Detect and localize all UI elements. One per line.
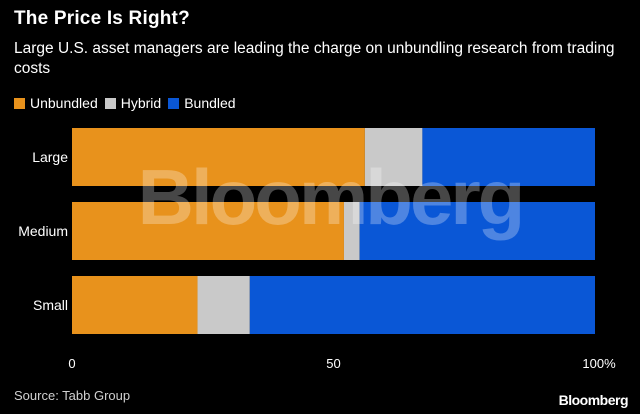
bar-large-unbundled <box>72 128 365 186</box>
bar-small-bundled <box>249 276 595 334</box>
bar-medium-bundled <box>359 202 595 260</box>
chart-subtitle: Large U.S. asset managers are leading th… <box>14 40 615 77</box>
category-label-medium: Medium <box>18 223 68 239</box>
legend-swatch-hybrid <box>104 97 116 109</box>
bar-small-hybrid <box>197 276 250 334</box>
bloomberg-logo: Bloomberg <box>558 392 629 408</box>
bar-large-bundled <box>422 128 595 186</box>
source-note: Source: Tabb Group <box>14 388 131 403</box>
x-tick-label: 50 <box>326 356 340 371</box>
legend-label-hybrid: Hybrid <box>120 95 162 111</box>
bar-medium-hybrid <box>343 202 360 260</box>
legend-item-unbundled: Unbundled <box>14 95 98 111</box>
legend-swatch-bundled <box>168 97 180 109</box>
bar-large-hybrid <box>364 128 423 186</box>
x-tick-label: 100% <box>582 356 616 371</box>
legend-label-bundled: Bundled <box>184 95 236 111</box>
legend-item-hybrid: Hybrid <box>104 95 162 111</box>
chart-title: The Price Is Right? <box>14 8 190 29</box>
category-label-small: Small <box>33 297 68 313</box>
bar-medium-unbundled <box>72 202 344 260</box>
legend: Unbundled Hybrid Bundled <box>14 95 243 111</box>
bar-small-unbundled <box>72 276 198 334</box>
bloomberg-watermark: Bloomberg <box>137 153 526 241</box>
legend-item-bundled: Bundled <box>168 95 236 111</box>
legend-label-unbundled: Unbundled <box>30 95 98 111</box>
category-label-large: Large <box>32 149 68 165</box>
legend-swatch-unbundled <box>14 97 25 109</box>
x-tick-label: 0 <box>68 356 75 371</box>
